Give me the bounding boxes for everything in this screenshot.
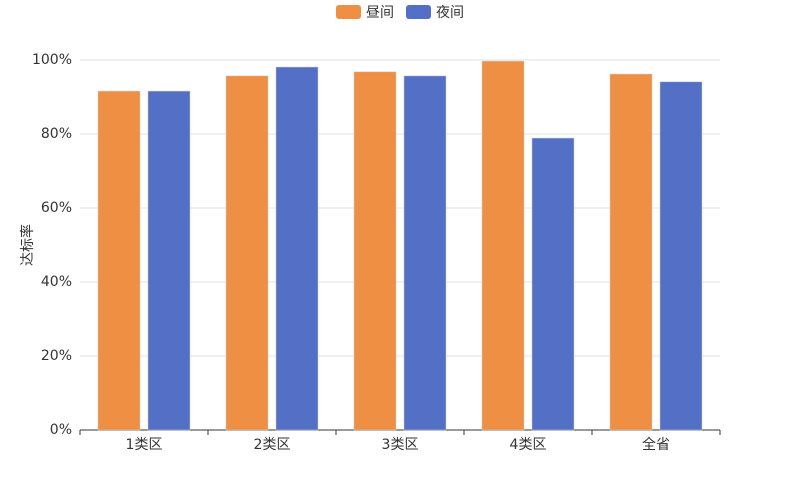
bar (659, 81, 703, 431)
y-tick-label: 40% (41, 274, 72, 290)
bar (97, 90, 141, 431)
bar (225, 75, 269, 431)
bar (609, 73, 653, 431)
y-tick-label: 100% (32, 52, 72, 68)
x-tick-label: 1类区 (126, 437, 163, 453)
legend-swatch (406, 5, 431, 19)
bar (353, 71, 397, 431)
legend-label: 夜间 (436, 5, 464, 21)
x-tick-label: 全省 (642, 436, 670, 453)
legend: 昼间 夜间 (336, 5, 464, 21)
y-tick-label: 20% (41, 348, 72, 364)
y-tick-label: 0% (50, 422, 72, 438)
bar (481, 60, 525, 431)
bar (275, 66, 319, 431)
x-tick-label: 3类区 (382, 437, 419, 453)
bar (403, 75, 447, 431)
legend-item: 夜间 (406, 5, 464, 21)
y-axis-title: 达标率 (19, 224, 36, 266)
legend-swatch (336, 5, 361, 19)
y-tick-label: 80% (41, 126, 72, 142)
bar (531, 137, 575, 431)
legend-label: 昼间 (366, 5, 394, 21)
y-tick-label: 60% (41, 200, 72, 216)
x-tick-label: 2类区 (254, 437, 291, 453)
x-tick-label: 4类区 (510, 437, 547, 453)
bar (147, 90, 191, 431)
legend-item: 昼间 (336, 5, 394, 21)
